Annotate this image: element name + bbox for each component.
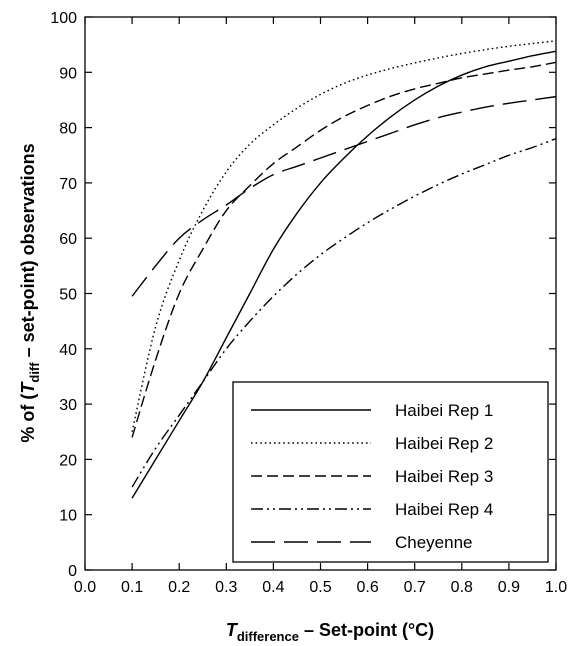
- x-tick-label: 0.1: [121, 579, 143, 596]
- legend-label-4: Haibei Rep 4: [395, 500, 493, 519]
- x-tick-label: 0.6: [356, 579, 378, 596]
- y-axis-label-rest: – set-point) observations: [18, 143, 38, 362]
- x-axis-label: Tdifference – Set-point (°C): [226, 620, 434, 644]
- plot-area: 0.0 0.1 0.2 0.3 0.4 0.5 0.6 0.7 0.8 0.9 1.0 0 10 20 30…: [50, 10, 567, 596]
- y-tick-label: 40: [59, 342, 77, 359]
- y-tick-label: 70: [59, 176, 77, 193]
- y-axis-label-sub: diff: [27, 362, 42, 383]
- x-tick-label: 0.0: [74, 579, 96, 596]
- y-tick-label: 30: [59, 397, 77, 414]
- x-tick-label: 1.0: [545, 579, 567, 596]
- x-tick-label: 0.2: [168, 579, 190, 596]
- y-tick-label: 60: [59, 231, 77, 248]
- legend-box: [232, 381, 549, 563]
- x-tick-label: 0.7: [404, 579, 426, 596]
- x-tick-label: 0.9: [498, 579, 520, 596]
- y-tick-label: 10: [59, 508, 77, 525]
- legend-label-5: Cheyenne: [395, 533, 473, 552]
- legend-label-1: Haibei Rep 1: [395, 401, 493, 420]
- y-tick-label: 0: [68, 563, 77, 580]
- series-line-1: [131, 50, 557, 499]
- y-tick-label: 100: [50, 10, 77, 27]
- y-tick-label: 90: [59, 65, 77, 82]
- y-tick-label: 50: [59, 287, 77, 304]
- x-axis-label-main: T: [226, 620, 239, 640]
- y-tick-label: 80: [59, 121, 77, 138]
- series-line-5: [131, 95, 557, 297]
- x-tick-label: 0.3: [215, 579, 237, 596]
- series-line-2: [131, 40, 557, 432]
- x-axis-label-sub: difference: [237, 629, 299, 644]
- series-line-3: [131, 61, 557, 438]
- x-tick-label: 0.8: [451, 579, 473, 596]
- x-tick-label: 0.4: [262, 579, 284, 596]
- x-axis-label-rest: – Set-point (°C): [299, 620, 434, 640]
- y-axis-label-main: T: [18, 381, 38, 394]
- legend-label-2: Haibei Rep 2: [395, 434, 493, 453]
- y-axis-label-pre: % of (: [18, 394, 38, 443]
- x-tick-label: 0.5: [309, 579, 331, 596]
- y-tick-label: 20: [59, 452, 77, 469]
- legend-label-3: Haibei Rep 3: [395, 467, 493, 486]
- y-axis-label: % of (Tdiff – set-point) observations: [18, 143, 42, 442]
